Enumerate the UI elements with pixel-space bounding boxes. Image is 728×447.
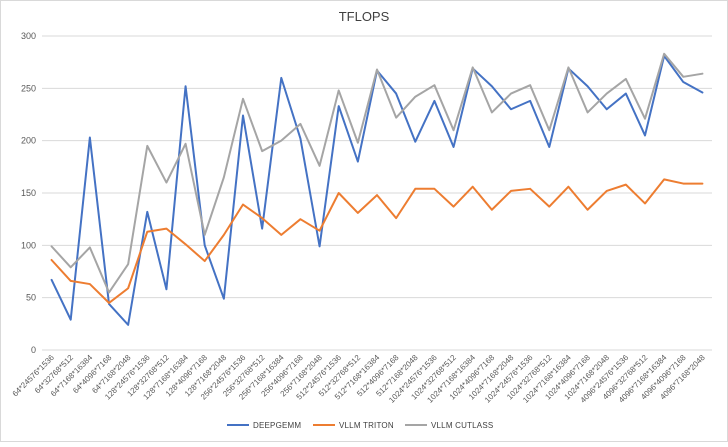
legend-label: DEEPGEMM — [253, 421, 301, 430]
y-tick-label: 50 — [26, 293, 36, 303]
y-tick-label: 0 — [31, 345, 36, 355]
chart-title: TFLOPS — [339, 9, 390, 24]
legend-item-deepgemm: DEEPGEMM — [227, 421, 301, 430]
series-line-vllm-cutlass — [50, 52, 704, 294]
series-lines — [50, 52, 704, 326]
y-axis-ticks: 0 50 100 150 200 250 300 — [21, 31, 36, 355]
y-tick-label: 300 — [21, 31, 36, 41]
legend-item-vllm-triton: VLLM TRITON — [313, 421, 394, 430]
y-tick-label: 200 — [21, 136, 36, 146]
series-line-vllm-triton — [50, 178, 704, 304]
y-tick-label: 100 — [21, 240, 36, 250]
y-tick-label: 150 — [21, 188, 36, 198]
legend-label: VLLM CUTLASS — [431, 421, 493, 430]
legend: DEEPGEMM VLLM TRITON VLLM CUTLASS — [227, 421, 493, 430]
gridlines — [42, 35, 712, 351]
y-tick-label: 250 — [21, 83, 36, 93]
legend-label: VLLM TRITON — [339, 421, 394, 430]
legend-item-vllm-cutlass: VLLM CUTLASS — [405, 421, 493, 430]
